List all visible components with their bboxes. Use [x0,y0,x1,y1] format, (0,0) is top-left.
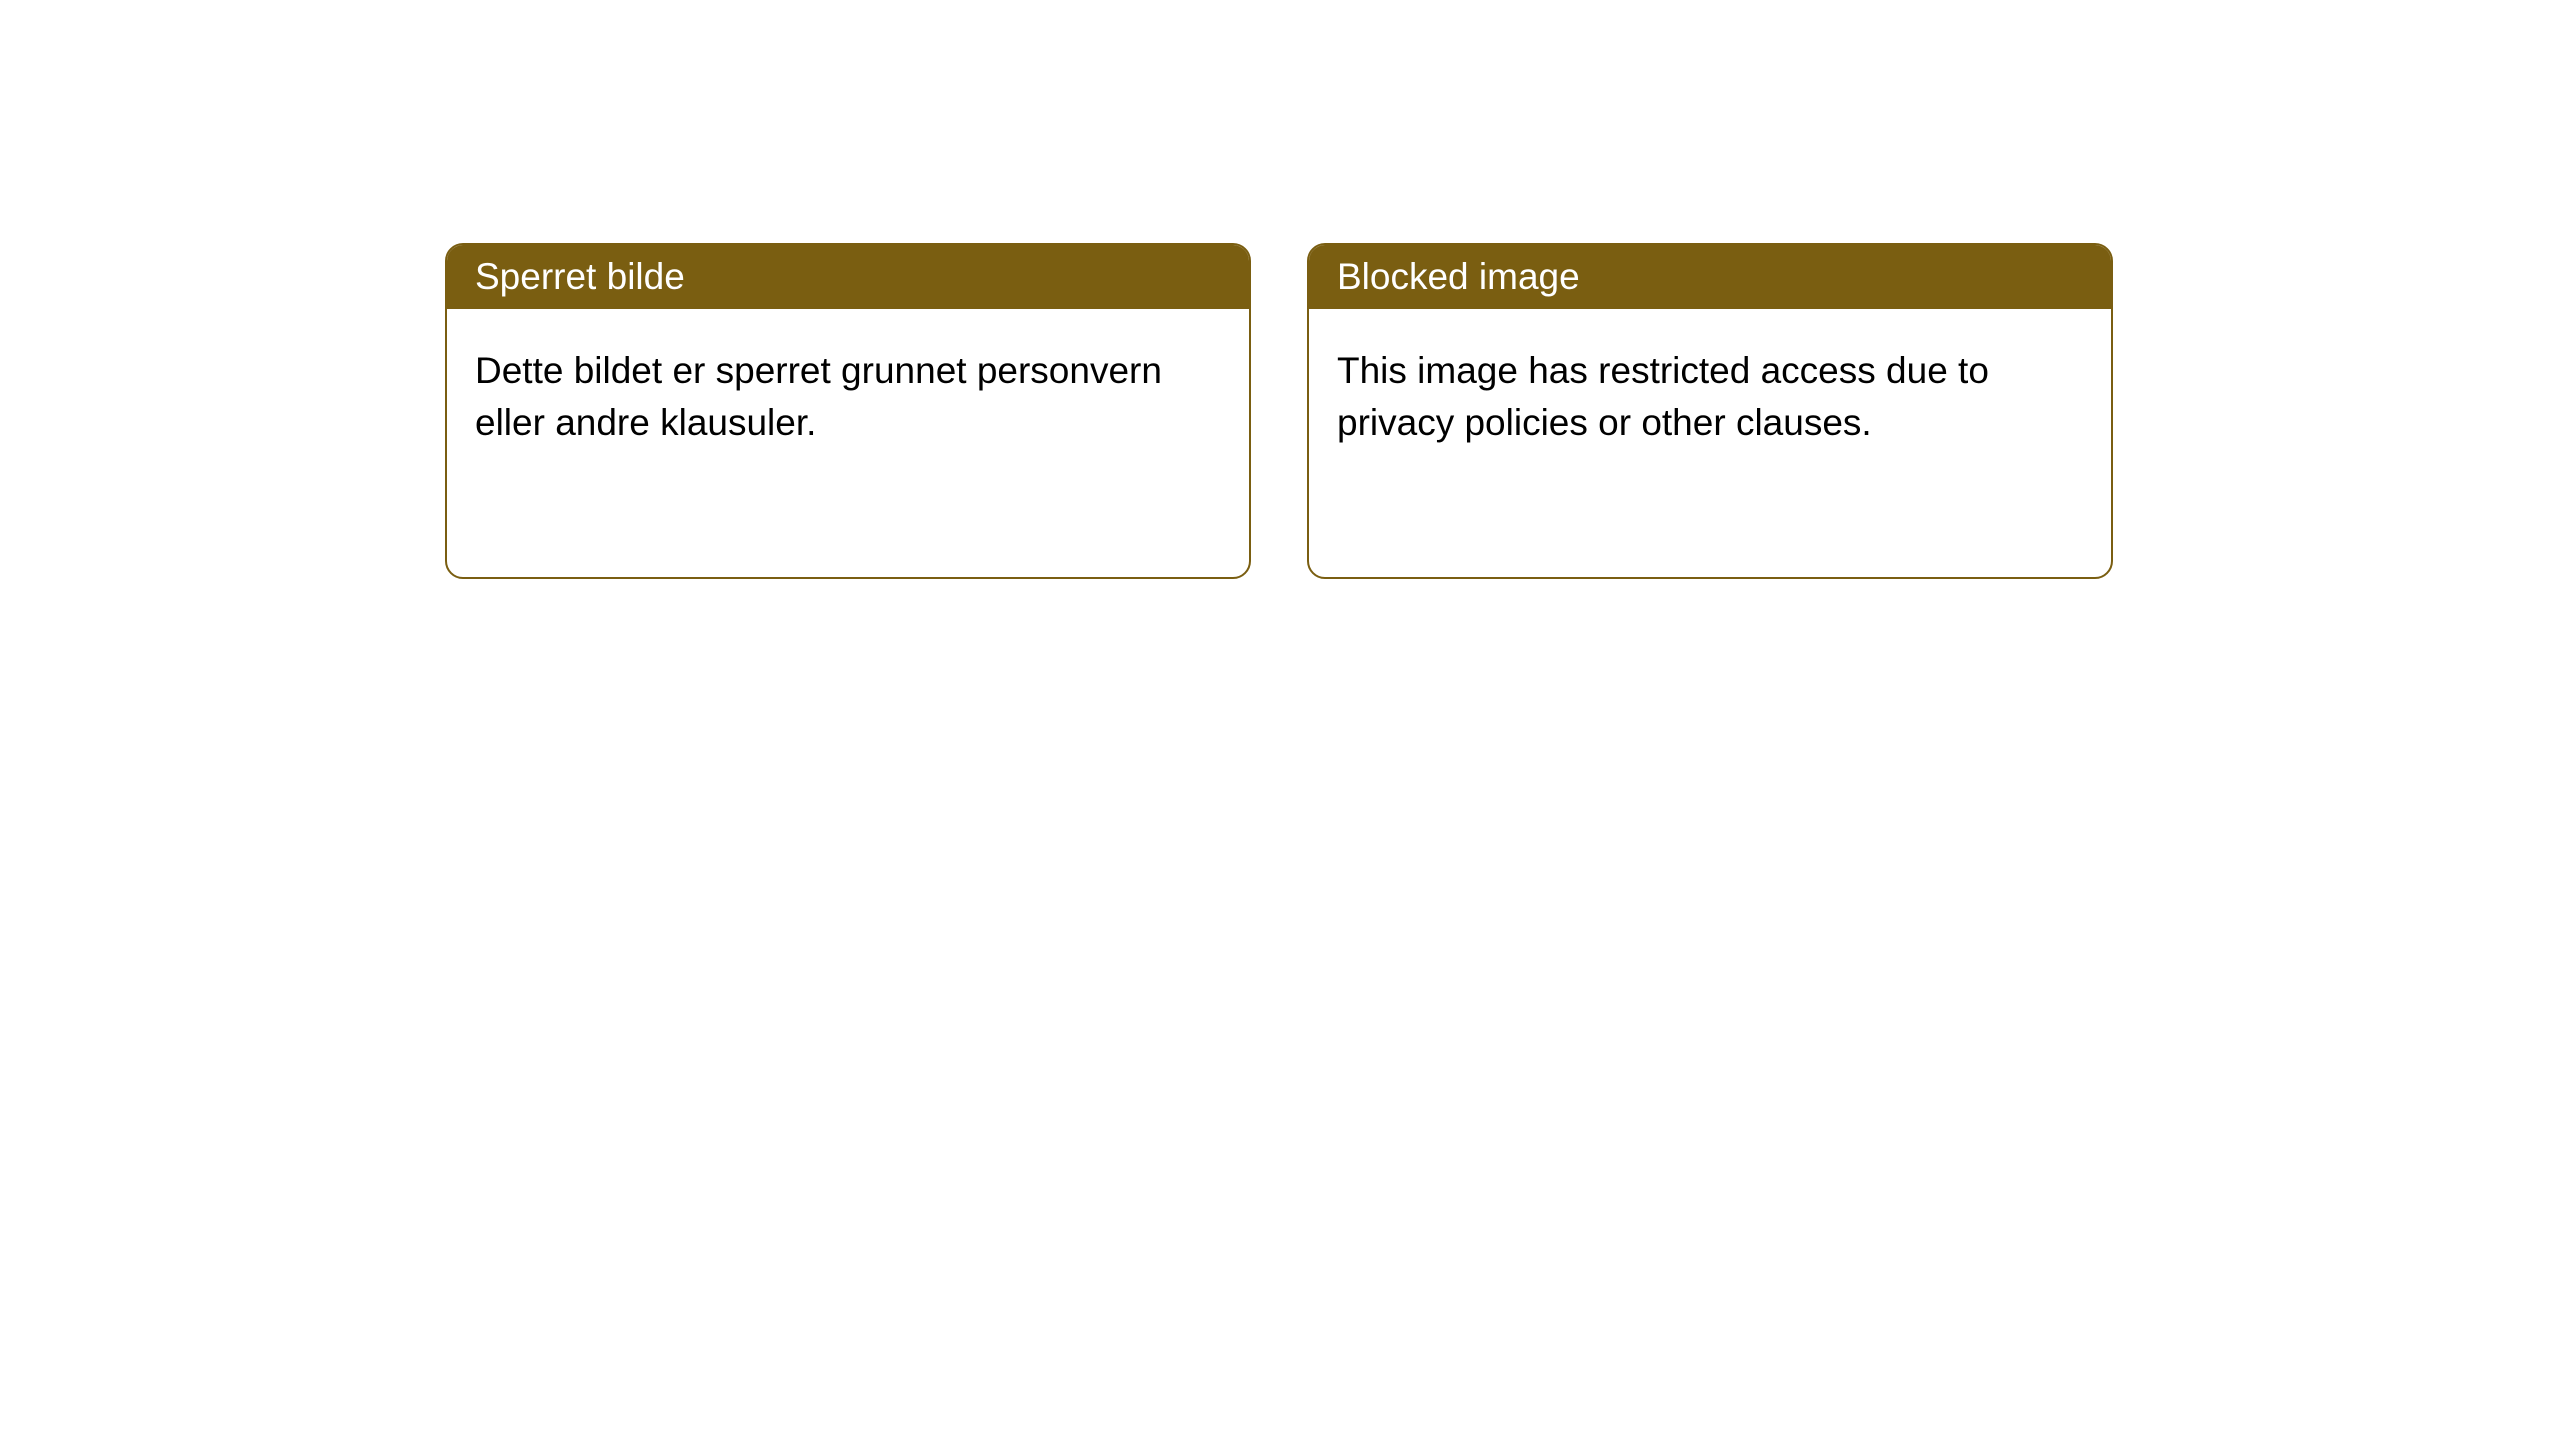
notice-container: Sperret bilde Dette bildet er sperret gr… [0,0,2560,579]
notice-body-english: This image has restricted access due to … [1309,309,2111,485]
notice-title-norwegian: Sperret bilde [447,245,1249,309]
notice-card-norwegian: Sperret bilde Dette bildet er sperret gr… [445,243,1251,579]
notice-title-english: Blocked image [1309,245,2111,309]
notice-card-english: Blocked image This image has restricted … [1307,243,2113,579]
notice-body-norwegian: Dette bildet er sperret grunnet personve… [447,309,1249,485]
